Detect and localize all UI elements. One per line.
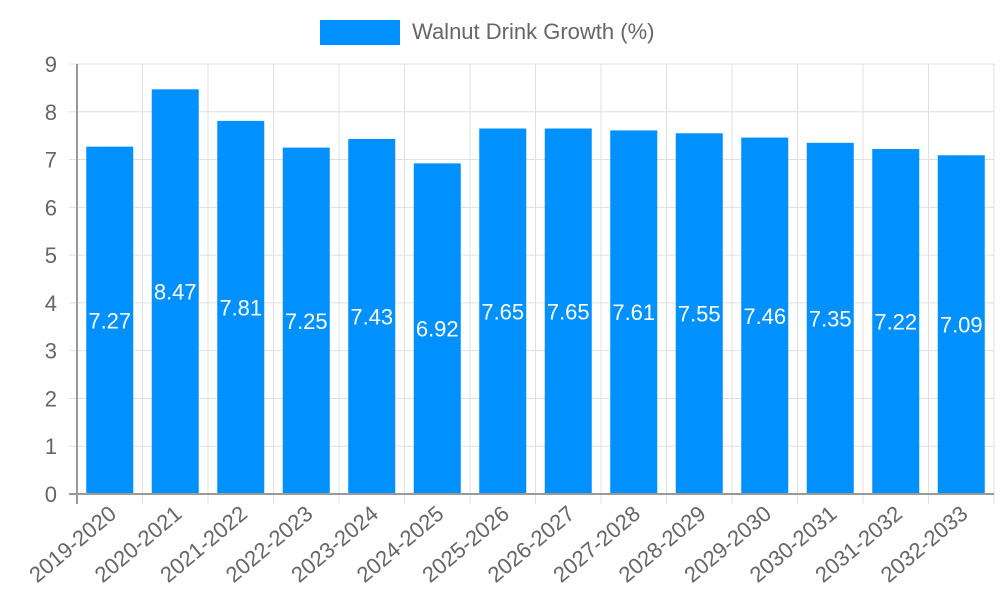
bar — [741, 137, 789, 495]
y-tick-label: 4 — [45, 291, 57, 316]
bar-value-label: 7.35 — [809, 306, 852, 331]
bar-value-label: 7.09 — [940, 313, 983, 338]
legend-swatch — [320, 19, 400, 45]
data-labels: 7.27 8.47 7.81 7.25 7.43 6.92 7.65 7.65 7.61 7.55… — [88, 280, 982, 342]
bar-value-label: 7.25 — [285, 309, 328, 334]
y-tick-label: 7 — [45, 148, 57, 173]
bar-value-label: 7.81 — [219, 295, 262, 320]
y-tick-label: 0 — [45, 482, 57, 507]
bar-value-label: 7.65 — [481, 299, 524, 324]
bar — [544, 128, 592, 494]
bar-value-label: 7.65 — [547, 299, 590, 324]
bar — [413, 163, 461, 494]
bar-value-label: 8.47 — [154, 280, 197, 305]
y-tick-label: 1 — [45, 434, 57, 459]
y-tick-label: 5 — [45, 243, 57, 268]
grid-lines — [76, 63, 995, 504]
bar — [282, 147, 330, 494]
bar — [872, 149, 920, 495]
legend-label: Walnut Drink Growth (%) — [412, 19, 655, 44]
bar — [937, 155, 985, 494]
bar — [348, 139, 396, 494]
bar — [675, 133, 723, 494]
chart-legend[interactable]: Walnut Drink Growth (%) — [320, 19, 654, 45]
bar — [610, 130, 658, 494]
bar — [806, 142, 854, 495]
y-tick-label: 8 — [45, 100, 57, 125]
bar-value-label: 6.92 — [416, 317, 459, 342]
bar-value-label: 7.43 — [350, 305, 393, 330]
y-tick-label: 2 — [45, 386, 57, 411]
bar — [151, 89, 199, 495]
bar-value-label: 7.55 — [678, 302, 721, 327]
bar-value-label: 7.61 — [612, 300, 655, 325]
y-tick-label: 3 — [45, 339, 57, 364]
bar — [217, 120, 265, 494]
bar — [86, 146, 134, 494]
bar-value-label: 7.46 — [743, 304, 786, 329]
y-tick-label: 9 — [45, 52, 57, 77]
bar — [479, 128, 527, 494]
bar-value-label: 7.27 — [88, 308, 131, 333]
bar-value-label: 7.22 — [874, 310, 917, 335]
y-tick-label: 6 — [45, 195, 57, 220]
bar-series — [86, 89, 985, 495]
